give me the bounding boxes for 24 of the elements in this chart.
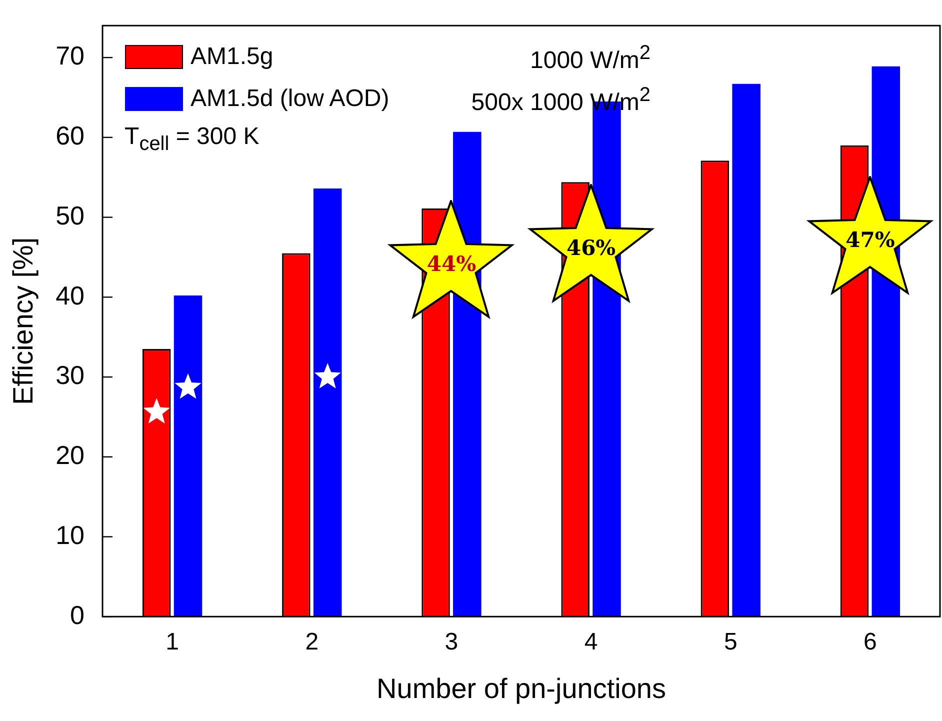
annotation: T$_{cell}$ = 300 K (124, 122, 260, 156)
legend-label: AM1.5d (low AOD) (190, 84, 390, 114)
annotation: 44% (426, 251, 478, 276)
annotation: 1000 W/m$^{2}$ (529, 40, 651, 76)
legend-label: AM1.5g (190, 42, 274, 72)
y-tick-label: 0 (70, 600, 85, 630)
y-tick-label: 20 (56, 440, 85, 470)
annotation: 46% (565, 235, 617, 260)
y-tick-label: 70 (56, 40, 85, 71)
annotation: 47% (844, 227, 896, 252)
annotation: 500x 1000 W/m$^{2}$ (470, 82, 651, 118)
x-tick-label: 3 (444, 628, 458, 656)
x-tick-label: 5 (724, 628, 738, 656)
y-tick-label: 60 (56, 120, 85, 151)
y-tick-label: 40 (56, 280, 85, 310)
y-axis-title: Efficiency [%] (8, 237, 39, 405)
x-tick-label: 4 (584, 628, 598, 656)
x-tick-label: 2 (305, 628, 319, 656)
y-tick-label: 30 (56, 360, 85, 390)
x-axis-title: Number of pn-junctions (376, 672, 666, 704)
x-tick-label: 1 (166, 628, 179, 656)
x-tick-label: 6 (864, 628, 877, 656)
y-tick-label: 50 (56, 200, 85, 230)
y-tick-label: 10 (56, 520, 85, 550)
